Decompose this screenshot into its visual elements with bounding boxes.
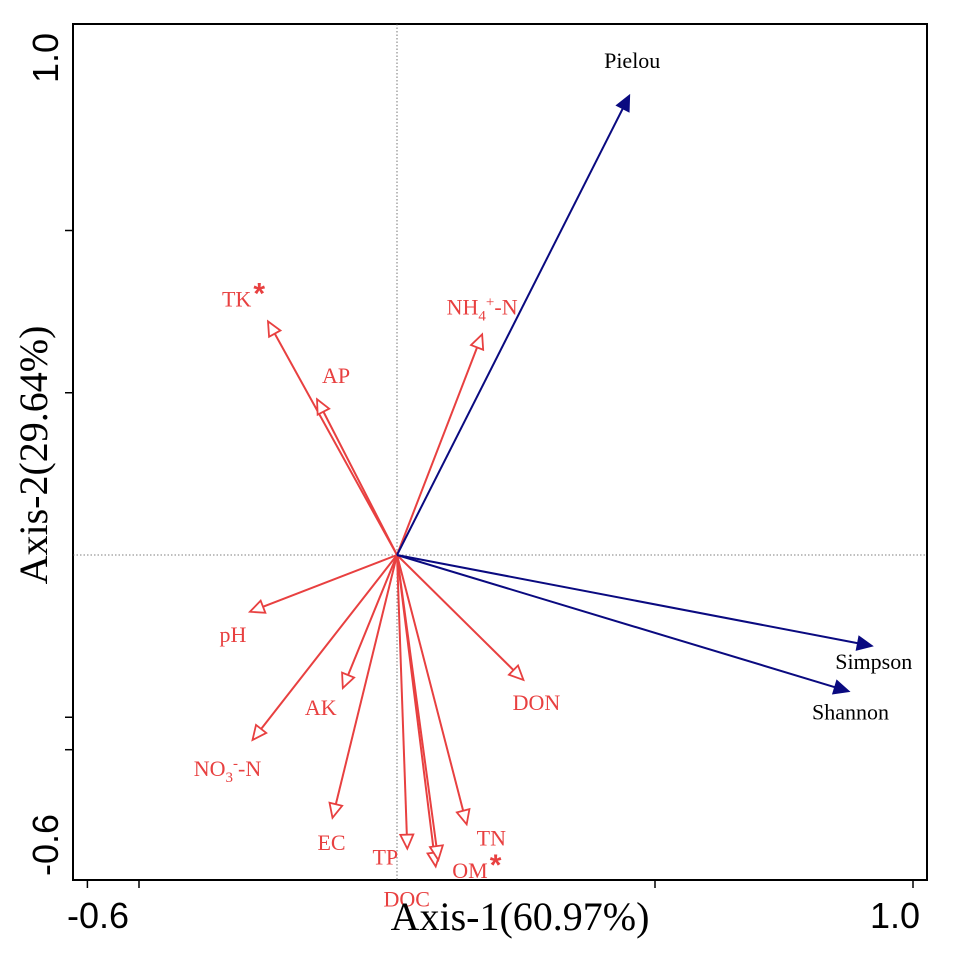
plot-frame [72, 23, 928, 881]
env-label-no3-n: NO3--N [194, 756, 262, 786]
env-arrowhead-ph [247, 599, 267, 614]
y-tick-label-max: 1.0 [25, 33, 66, 83]
y-axis-title: Axis-2(29.64%) [11, 326, 56, 585]
env-arrowhead-don [507, 663, 525, 682]
env-vector-ph [258, 554, 398, 610]
env-arrowhead-tk [266, 319, 283, 339]
env-vector-tp [396, 554, 408, 839]
x-tick-label-max: 1.0 [870, 895, 920, 936]
env-label-ph: pH [219, 622, 246, 647]
diversity-label-shannon: Shannon [812, 699, 889, 724]
diversity-vector-simpson [396, 554, 863, 645]
env-vector-tk [271, 329, 398, 556]
env-arrowhead-nh4-n [469, 332, 485, 352]
env-arrowhead-ak [341, 671, 356, 691]
env-arrowhead-no3-n [251, 723, 268, 742]
env-vector-don [396, 554, 518, 674]
env-vector-nh4-n [396, 343, 480, 556]
env-vector-ap [320, 407, 398, 556]
plot-area: -0.6 1.01.0-0.6TK*APNH4+-NpHAKNO3--NECTPD… [25, 23, 928, 936]
env-label-ak: AK [305, 695, 337, 720]
env-arrowhead-ec [328, 801, 344, 820]
env-vector-no3-n [257, 554, 398, 733]
diversity-label-simpson: Simpson [835, 649, 912, 674]
env-label-don: DON [513, 690, 561, 715]
env-vector-ak [345, 554, 398, 680]
diversity-label-pielou: Pielou [604, 48, 660, 73]
env-arrowhead-om [428, 844, 445, 863]
env-vector-tn [396, 554, 466, 815]
env-arrowhead-tn [455, 807, 471, 827]
env-vector-ec [333, 554, 398, 809]
env-arrowhead-ap [316, 397, 331, 417]
diversity-vector-shannon [396, 554, 840, 690]
x-tick-label-min: -0.6 [67, 895, 129, 936]
env-label-nh4-n: NH4+-N [447, 294, 518, 324]
env-arrowhead-tp [398, 833, 415, 851]
diversity-arrowhead-pielou [615, 93, 631, 113]
env-label-doc: DOC [383, 887, 429, 912]
env-label-tn: TN [477, 825, 506, 850]
env-label-ap: AP [322, 363, 350, 388]
env-vector-om [396, 554, 438, 851]
y-tick-label-min: -0.6 [25, 814, 66, 876]
diversity-arrowhead-simpson [855, 635, 874, 651]
diversity-vector-pielou [396, 104, 626, 556]
x-axis-title: Axis-1(60.97%) [391, 894, 650, 939]
env-label-ec: EC [317, 830, 345, 855]
env-label-tp: TP [372, 845, 398, 870]
diversity-arrowhead-shannon [831, 679, 851, 695]
